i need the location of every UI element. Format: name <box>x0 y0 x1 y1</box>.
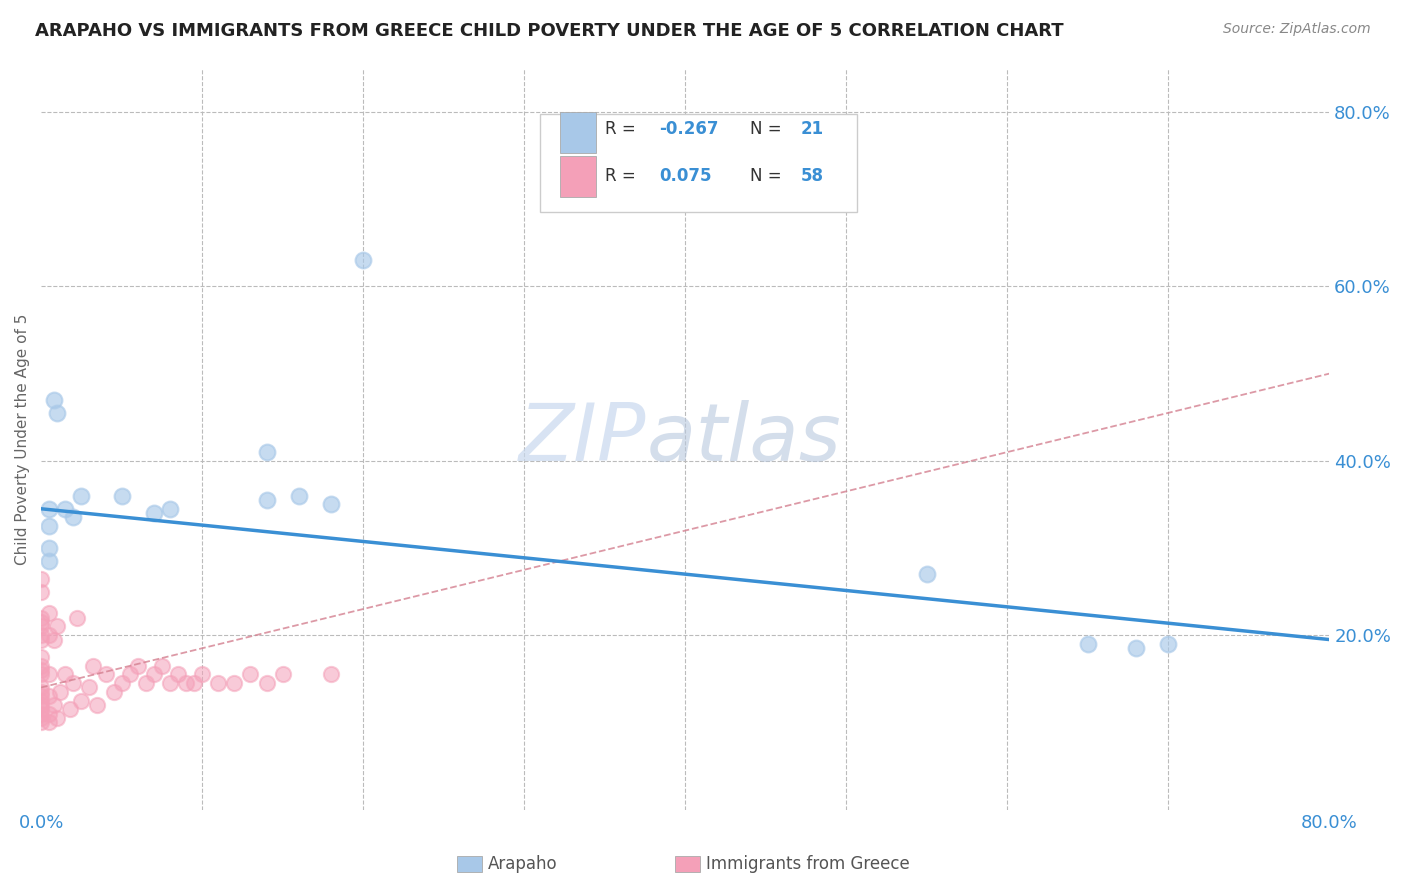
Point <box>30 698 52 712</box>
Point <box>111 676 134 690</box>
Point <box>103 685 125 699</box>
Text: -0.267: -0.267 <box>659 120 718 138</box>
Y-axis label: Child Poverty Under the Age of 5: Child Poverty Under the Age of 5 <box>15 313 30 565</box>
Text: Arapaho: Arapaho <box>488 855 558 873</box>
Point <box>30 685 52 699</box>
Point <box>38 501 60 516</box>
Point <box>1077 637 1099 651</box>
Point <box>30 715 52 730</box>
Point <box>30 615 52 629</box>
Point <box>46 711 69 725</box>
Point <box>49 685 72 699</box>
Point <box>150 658 173 673</box>
Point <box>42 392 65 407</box>
Point <box>239 667 262 681</box>
Point <box>183 676 205 690</box>
Point <box>70 489 93 503</box>
Point <box>38 690 60 704</box>
FancyBboxPatch shape <box>540 114 856 211</box>
Point <box>352 253 374 268</box>
Point <box>42 632 65 647</box>
Point <box>118 667 141 681</box>
Point <box>30 658 52 673</box>
Point <box>142 667 165 681</box>
Point <box>30 663 52 677</box>
Point <box>86 698 108 712</box>
Point <box>79 681 101 695</box>
Point <box>38 715 60 730</box>
Point <box>38 519 60 533</box>
Bar <box>560 112 596 153</box>
Point <box>319 497 342 511</box>
Point <box>159 501 181 516</box>
Point <box>167 667 190 681</box>
Point <box>62 510 84 524</box>
Point <box>30 711 52 725</box>
Point <box>256 445 278 459</box>
Point <box>159 676 181 690</box>
Point <box>30 611 52 625</box>
Point <box>224 676 246 690</box>
Point <box>38 667 60 681</box>
Text: ZIP: ZIP <box>519 400 647 478</box>
Point <box>30 702 52 716</box>
Point <box>42 698 65 712</box>
Point <box>287 489 309 503</box>
Point <box>38 607 60 621</box>
Point <box>38 628 60 642</box>
Point <box>30 650 52 665</box>
Point <box>30 706 52 721</box>
Point <box>30 632 52 647</box>
Point <box>1157 637 1180 651</box>
Point <box>46 406 69 420</box>
Text: N =: N = <box>749 167 786 185</box>
Text: R =: R = <box>606 167 641 185</box>
Point <box>65 611 87 625</box>
Point <box>30 584 52 599</box>
Point <box>142 506 165 520</box>
Point <box>207 676 229 690</box>
Point <box>59 702 82 716</box>
Point <box>30 628 52 642</box>
Text: 0.075: 0.075 <box>659 167 711 185</box>
Text: atlas: atlas <box>647 400 841 478</box>
Bar <box>560 156 596 197</box>
Point <box>30 690 52 704</box>
Point <box>46 619 69 633</box>
Point <box>256 493 278 508</box>
Point <box>174 676 197 690</box>
Point <box>94 667 117 681</box>
Point <box>256 676 278 690</box>
Point <box>38 541 60 555</box>
Point <box>135 676 157 690</box>
Point <box>53 501 76 516</box>
Point <box>191 667 214 681</box>
Point <box>30 572 52 586</box>
Point <box>30 619 52 633</box>
Point <box>30 667 52 681</box>
Point <box>915 567 938 582</box>
Text: N =: N = <box>749 120 786 138</box>
Point <box>38 554 60 568</box>
Point <box>127 658 149 673</box>
Point <box>30 693 52 707</box>
Point <box>70 693 93 707</box>
Point <box>271 667 294 681</box>
Point <box>111 489 134 503</box>
Point <box>82 658 104 673</box>
Point <box>319 667 342 681</box>
Point <box>30 681 52 695</box>
Text: Source: ZipAtlas.com: Source: ZipAtlas.com <box>1223 22 1371 37</box>
Text: 58: 58 <box>801 167 824 185</box>
Text: R =: R = <box>606 120 641 138</box>
Point <box>1125 641 1147 656</box>
Point <box>53 667 76 681</box>
Text: Immigrants from Greece: Immigrants from Greece <box>706 855 910 873</box>
Text: 21: 21 <box>801 120 824 138</box>
Point <box>38 706 60 721</box>
Text: ARAPAHO VS IMMIGRANTS FROM GREECE CHILD POVERTY UNDER THE AGE OF 5 CORRELATION C: ARAPAHO VS IMMIGRANTS FROM GREECE CHILD … <box>35 22 1064 40</box>
Point <box>62 676 84 690</box>
